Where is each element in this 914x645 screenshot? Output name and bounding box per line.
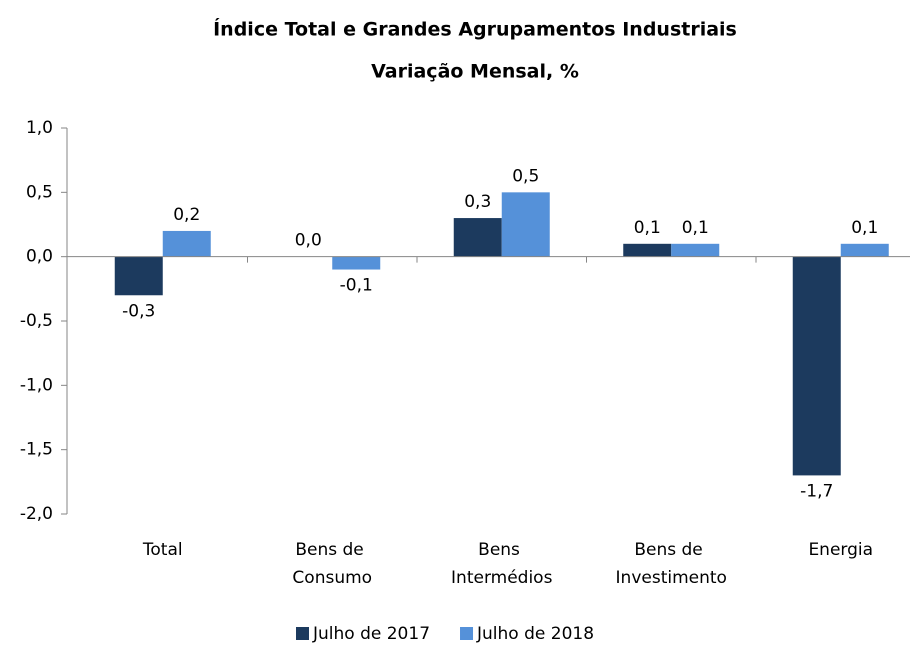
bar — [501, 192, 550, 257]
bar — [671, 243, 720, 257]
bar — [840, 243, 889, 257]
chart-subtitle: Variação Mensal, % — [371, 61, 579, 83]
y-tick-label: -0,5 — [20, 311, 53, 331]
data-label: -1,7 — [800, 481, 833, 501]
x-tick-label-line: Investimento — [616, 568, 727, 588]
legend-swatch — [460, 627, 474, 640]
legend-label: Julho de 2018 — [476, 624, 594, 644]
x-tick-label: Total — [142, 540, 183, 560]
data-label: 0,5 — [512, 166, 539, 186]
data-label: 0,2 — [173, 205, 200, 225]
x-tick-label-line: Bens — [478, 540, 525, 560]
legend-swatch — [296, 627, 309, 640]
bar — [162, 230, 211, 257]
x-tick-label: Bens Intermédios — [451, 540, 553, 588]
y-tick-label: 0,5 — [26, 182, 53, 202]
legend-label: Julho de 2017 — [312, 624, 430, 644]
data-label: -0,1 — [340, 276, 373, 296]
bar — [792, 256, 841, 476]
x-tick-label: Bens de Consumo — [292, 540, 372, 588]
y-tick-label: 0,0 — [26, 247, 53, 267]
y-tick-label: -2,0 — [20, 504, 53, 524]
x-tick-label: Energia — [808, 540, 873, 560]
x-tick-label-line: Bens de — [295, 540, 369, 560]
data-label: 0,3 — [464, 192, 491, 212]
data-label: 0,0 — [295, 231, 322, 251]
x-tick-label-line: Bens de — [634, 540, 708, 560]
bar — [453, 218, 502, 257]
x-tick-label-line: Consumo — [292, 568, 372, 588]
data-label: 0,1 — [634, 218, 661, 238]
y-tick-label: -1,0 — [20, 375, 53, 395]
x-tick-label-line: Intermédios — [451, 568, 553, 588]
bar — [114, 256, 163, 296]
bar — [623, 243, 672, 257]
bar — [332, 256, 381, 270]
data-label: 0,1 — [851, 218, 878, 238]
x-tick-label: Bens de Investimento — [616, 540, 727, 588]
y-tick-label: 1,0 — [26, 118, 53, 138]
data-label: 0,1 — [682, 218, 709, 238]
y-tick-label: -1,5 — [20, 440, 53, 460]
data-label: -0,3 — [122, 301, 155, 321]
chart-title: Índice Total e Grandes Agrupamentos Indu… — [213, 18, 737, 41]
